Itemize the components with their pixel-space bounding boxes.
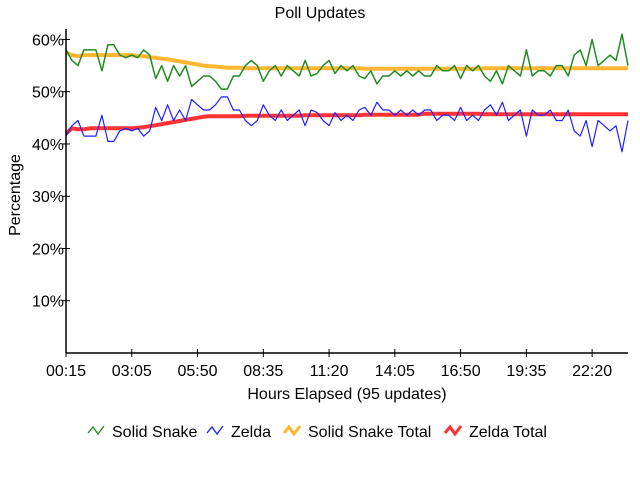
y-tick-label: 20% — [32, 241, 64, 258]
x-tick-label: 11:20 — [310, 363, 349, 380]
legend-label-solid-snake: Solid Snake — [112, 424, 197, 441]
legend-label-zelda: Zelda — [231, 424, 271, 441]
series-line-zelda — [65, 96, 629, 153]
y-tick-label: 30% — [32, 189, 64, 206]
chart-title: Poll Updates — [275, 5, 366, 22]
series-line-solid-snake — [65, 33, 629, 90]
x-tick-label: 03:05 — [112, 363, 152, 380]
legend-icon-zelda-total — [443, 424, 463, 437]
x-tick-label: 05:50 — [178, 363, 218, 380]
legend-label-solid-snake-total: Solid Snake Total — [308, 424, 431, 441]
legend-icon-solid-snake — [87, 425, 105, 436]
y-tick-label: 10% — [32, 294, 64, 311]
y-tick-label: 50% — [32, 85, 64, 102]
legend-icon-zelda — [206, 425, 224, 436]
y-tick-label: 60% — [32, 32, 64, 49]
series-line-solid-snake-total — [65, 50, 628, 71]
y-tick-label: 40% — [32, 137, 64, 154]
x-axis-label: Hours Elapsed (95 updates) — [247, 386, 446, 403]
x-tick-label: 08:35 — [243, 363, 283, 380]
x-tick-label: 19:35 — [506, 363, 546, 380]
x-tick-label: 22:20 — [572, 363, 612, 380]
x-tick-label: 14:05 — [375, 363, 415, 380]
x-tick-label: 00:15 — [46, 363, 86, 380]
y-axis-label: Percentage — [7, 154, 24, 236]
legend-icon-solid-snake-total — [282, 424, 302, 437]
x-tick-label: 16:50 — [441, 363, 481, 380]
legend-label-zelda-total: Zelda Total — [469, 424, 547, 441]
